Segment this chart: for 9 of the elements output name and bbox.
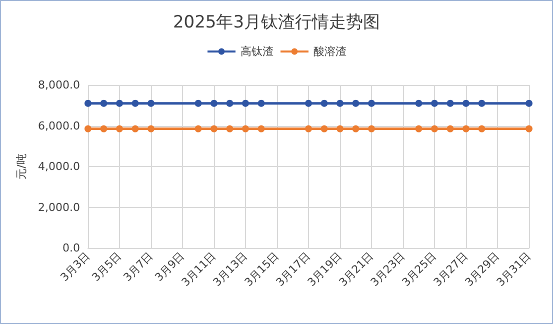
y-axis-title: 元/吨	[15, 154, 28, 180]
y-tick-label: 0.0	[62, 242, 80, 254]
legend-label: 高钛渣	[240, 45, 274, 58]
y-tick-label: 8,000.0	[38, 78, 80, 92]
y-tick-label: 2,000.0	[38, 200, 80, 214]
legend-label: 酸溶渣	[314, 45, 346, 58]
chart-title: 2025年3月钛渣行情走势图	[172, 12, 380, 32]
y-tick-label: 4,000.0	[38, 160, 80, 173]
y-tick-label: 6,000.0	[38, 119, 80, 132]
